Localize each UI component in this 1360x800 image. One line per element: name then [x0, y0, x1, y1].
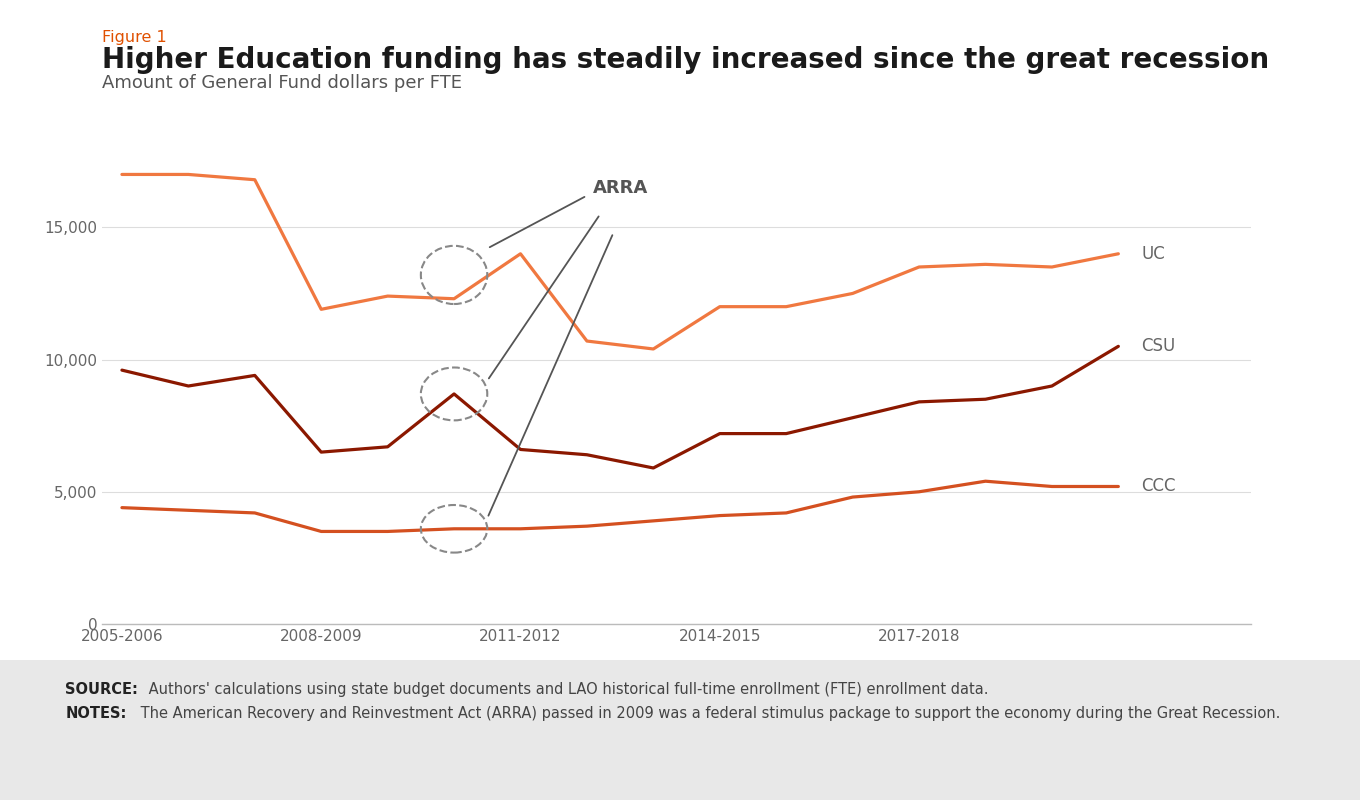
Text: Amount of General Fund dollars per FTE: Amount of General Fund dollars per FTE — [102, 74, 462, 92]
Text: CSU: CSU — [1141, 338, 1176, 355]
Text: NOTES:: NOTES: — [65, 706, 126, 722]
Text: Figure 1: Figure 1 — [102, 30, 167, 45]
Text: SOURCE:: SOURCE: — [65, 682, 139, 697]
Text: UC: UC — [1141, 245, 1166, 262]
Text: Authors' calculations using state budget documents and LAO historical full-time : Authors' calculations using state budget… — [144, 682, 989, 697]
Text: CCC: CCC — [1141, 478, 1176, 495]
Text: Higher Education funding has steadily increased since the great recession: Higher Education funding has steadily in… — [102, 46, 1269, 74]
Text: ARRA: ARRA — [593, 178, 647, 197]
Text: The American Recovery and Reinvestment Act (ARRA) passed in 2009 was a federal s: The American Recovery and Reinvestment A… — [136, 706, 1280, 722]
